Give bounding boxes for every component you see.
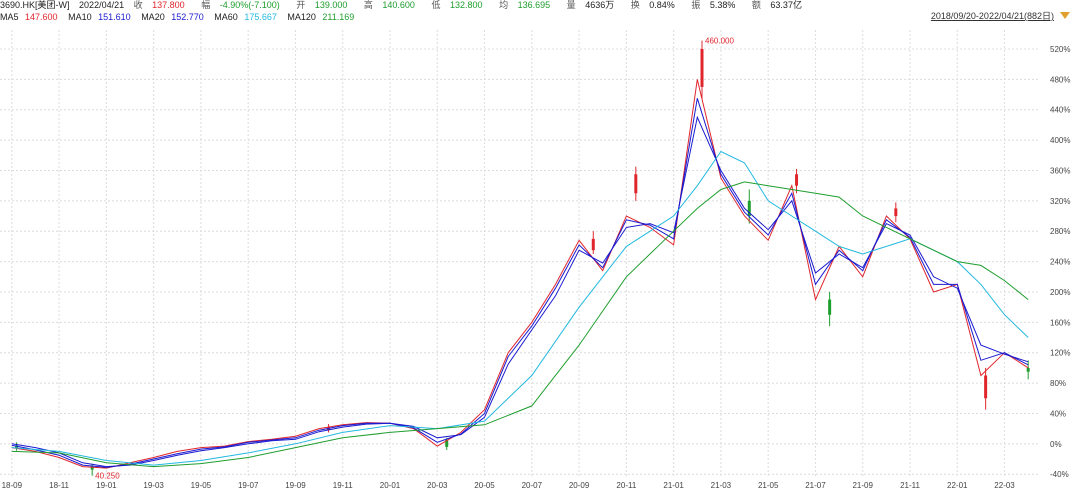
- ma120-legend[interactable]: MA120 211.169: [287, 12, 355, 22]
- y-tick-label: -40%: [1050, 470, 1069, 479]
- series-line-ma10: [11, 98, 1029, 468]
- y-tick-label: 480%: [1050, 75, 1070, 84]
- x-tick-label: 18-09: [2, 481, 23, 490]
- change-value: -4.90%(-7.100): [219, 0, 280, 10]
- x-tick-label: 19-03: [143, 481, 164, 490]
- x-tick-label: 19-07: [238, 481, 259, 490]
- high-label: 高: [363, 0, 373, 10]
- ma60-legend[interactable]: MA60 175.667: [214, 12, 277, 22]
- candle-body: [15, 445, 19, 449]
- avg-label: 均: [499, 0, 509, 10]
- candle-body: [634, 174, 638, 194]
- candle-body: [1026, 367, 1030, 372]
- series-line-ma5: [11, 79, 1029, 469]
- y-tick-label: 520%: [1050, 45, 1070, 54]
- ma10-legend[interactable]: MA10 151.610: [68, 12, 131, 22]
- x-tick-label: 21-05: [758, 481, 779, 490]
- y-tick-label: 0%: [1050, 440, 1062, 449]
- y-tick-label: 400%: [1050, 136, 1070, 145]
- amount-value: 63.37亿: [770, 0, 802, 10]
- y-tick-label: 320%: [1050, 197, 1070, 206]
- symbol-label[interactable]: 3690.HK[美团-W]: [0, 0, 70, 10]
- y-tick-label: 280%: [1050, 227, 1070, 236]
- candle-body: [90, 466, 94, 470]
- x-axis-labels: 18-09 18-11 19-01 19-03 19-05 19-07 19-09 19-11…: [2, 481, 1016, 490]
- x-tick-label: 19-09: [285, 481, 306, 490]
- range-dropdown-icon[interactable]: [1060, 12, 1070, 19]
- y-tick-label: 160%: [1050, 318, 1070, 327]
- x-tick-label: 20-07: [522, 481, 543, 490]
- y-tick-label: 80%: [1050, 379, 1066, 388]
- chart-grid: [0, 30, 1040, 478]
- open-value: 139.000: [314, 0, 348, 10]
- close-value: 137.800: [152, 0, 185, 10]
- turnover-value: 0.84%: [649, 0, 675, 10]
- candle-body: [894, 208, 898, 217]
- amplitude-value: 5.38%: [709, 0, 736, 10]
- turnover-label: 换: [630, 0, 640, 10]
- moving-average-lines: [11, 79, 1029, 469]
- x-tick-label: 21-03: [711, 481, 732, 490]
- volume-value: 4636万: [585, 0, 615, 10]
- candlestick-layer: [15, 40, 1030, 476]
- open-label: 开: [296, 0, 306, 10]
- price-annotation: 40.250: [95, 472, 120, 481]
- candle-body: [591, 238, 595, 251]
- x-tick-label: 22-01: [947, 481, 968, 490]
- price-annotations: 460.000 40.250: [95, 37, 734, 481]
- y-tick-label: 40%: [1050, 409, 1066, 418]
- low-label: 低: [431, 0, 441, 10]
- amplitude-label: 振: [691, 0, 701, 10]
- candle-body: [984, 375, 988, 399]
- candle-body: [445, 440, 449, 447]
- series-line-ma120: [11, 181, 1029, 468]
- avg-value: 136.695: [517, 0, 551, 10]
- x-tick-label: 20-09: [569, 481, 590, 490]
- x-tick-label: 20-03: [427, 481, 448, 490]
- quote-date: 2022/04/21: [79, 0, 125, 10]
- x-tick-label: 20-01: [380, 481, 401, 490]
- price-annotation: 460.000: [705, 37, 734, 46]
- candle-body: [747, 200, 751, 217]
- x-tick-label: 20-11: [616, 481, 636, 490]
- ma20-legend[interactable]: MA20 152.770: [141, 12, 204, 22]
- y-tick-label: 200%: [1050, 288, 1070, 297]
- x-tick-label: 19-11: [333, 481, 353, 490]
- x-tick-label: 21-09: [852, 481, 873, 490]
- close-label: 收: [133, 0, 143, 10]
- y-tick-label: 440%: [1050, 106, 1070, 115]
- y-tick-label: 120%: [1050, 349, 1070, 358]
- x-tick-label: 19-05: [191, 481, 212, 490]
- x-tick-label: 20-05: [474, 481, 495, 490]
- x-tick-label: 21-07: [805, 481, 826, 490]
- ma-legend: MA5 147.600 MA10 151.610 MA20 152.770 MA…: [0, 12, 362, 22]
- x-tick-label: 18-11: [49, 481, 69, 490]
- x-tick-label: 19-01: [96, 481, 117, 490]
- date-range-label[interactable]: 2018/09/20-2022/04/21(882日): [930, 11, 1054, 21]
- series-line-ma60: [11, 150, 1029, 466]
- y-tick-label: 240%: [1050, 258, 1070, 267]
- low-value: 132.800: [450, 0, 483, 10]
- series-line-ma20: [11, 115, 1029, 468]
- volume-label: 量: [566, 0, 576, 10]
- amount-label: 额: [751, 0, 761, 10]
- candle-body: [795, 174, 799, 186]
- x-tick-label: 22-03: [994, 481, 1015, 490]
- candle-body: [828, 299, 832, 315]
- x-tick-label: 21-01: [663, 481, 684, 490]
- quote-header: 3690.HK[美团-W] 2022/04/21 收 137.800 幅 -4.…: [0, 0, 1080, 10]
- y-axis-labels: -40% 0% 40% 80% 120% 160% 200% 240% 280% 320% 360%…: [1050, 45, 1070, 479]
- change-label: 幅: [201, 0, 211, 10]
- y-tick-label: 360%: [1050, 166, 1070, 175]
- high-value: 140.600: [382, 0, 415, 10]
- ma5-legend[interactable]: MA5 147.600: [0, 12, 58, 22]
- x-tick-label: 21-11: [900, 481, 920, 490]
- candle-body: [700, 48, 704, 87]
